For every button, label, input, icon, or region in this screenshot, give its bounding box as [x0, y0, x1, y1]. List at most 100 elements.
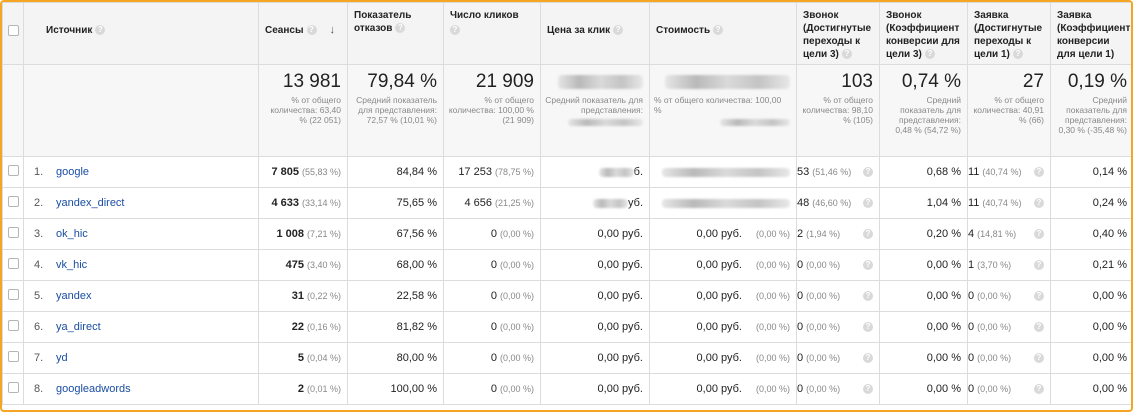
header-clicks[interactable]: Число кликов?: [443, 2, 541, 65]
help-icon[interactable]: ?: [95, 25, 106, 36]
req-pct: (40,74 %): [982, 167, 1022, 177]
bounce-value: 84,84 %: [396, 166, 437, 178]
help-icon[interactable]: ?: [863, 322, 873, 332]
help-icon[interactable]: ?: [450, 25, 460, 35]
row-checkbox[interactable]: [7, 351, 19, 362]
totals-cpc-redacted: [542, 66, 649, 94]
help-icon[interactable]: ?: [863, 229, 873, 239]
header-source[interactable]: Источник?: [23, 2, 259, 65]
row-checkbox[interactable]: [7, 227, 19, 238]
table-row[interactable]: 7. yd 5 (0,04 %) 80,00 % 0 (0,00 %) 0,00 руб. 0,…: [2, 342, 1131, 374]
help-icon[interactable]: ?: [924, 49, 935, 60]
row-checkbox[interactable]: [7, 165, 19, 176]
sessions-value: 7 805: [271, 166, 299, 178]
table-row[interactable]: 2. yandex_direct 4 633 (33,14 %) 75,65 % 4 65…: [2, 187, 1131, 219]
totals-cost-redacted-note: [651, 115, 796, 127]
source-link[interactable]: yandex: [56, 290, 92, 302]
help-icon[interactable]: ?: [863, 198, 873, 208]
row-source-cell: 2. yandex_direct: [23, 187, 259, 219]
row-sessions: 1 008 (7,21 %): [258, 218, 348, 250]
table-row[interactable]: 1. google 7 805 (55,83 %) 84,84 % 17 253 (78,7…: [2, 156, 1131, 188]
bounce-value: 81,82 %: [396, 321, 437, 333]
source-link[interactable]: googleadwords: [56, 383, 131, 395]
call-pct: (0,00 %): [806, 384, 841, 394]
table-row[interactable]: 6. ya_direct 22 (0,16 %) 81,82 % 0 (0,00 %) 0,0…: [2, 311, 1131, 343]
row-checkbox-cell: [2, 249, 24, 281]
help-icon[interactable]: ?: [863, 167, 873, 177]
header-call-conv[interactable]: Звонок (Коэффициент конверсии для цели 3…: [879, 2, 968, 65]
row-req-conv: 0,24 %: [1050, 187, 1131, 219]
row-cost: 0,00 руб. (0,00 %): [649, 373, 797, 405]
row-checkbox[interactable]: [7, 289, 19, 300]
req-conv-value: 0,14 %: [1092, 166, 1127, 178]
help-icon[interactable]: ?: [863, 291, 873, 301]
clicks-pct: (0,00 %): [499, 384, 534, 394]
header-call-goal[interactable]: Звонок (Достигнутые переходы к цели 3)?: [796, 2, 880, 65]
row-call-goal: 0 (0,00 %)?: [796, 311, 880, 343]
call-conv-value: 1,04 %: [926, 197, 961, 209]
sessions-pct: (0,04 %): [306, 353, 341, 363]
source-link[interactable]: yd: [56, 352, 68, 364]
source-link[interactable]: vk_hic: [56, 259, 88, 271]
help-icon[interactable]: ?: [713, 25, 724, 36]
help-icon[interactable]: ?: [1034, 229, 1044, 239]
row-number: 1.: [34, 166, 44, 178]
redacted-value: [720, 119, 790, 127]
row-checkbox[interactable]: [7, 258, 19, 269]
help-icon[interactable]: ?: [1034, 260, 1044, 270]
help-icon[interactable]: ?: [1012, 49, 1023, 60]
header-cost[interactable]: Стоимость?: [649, 2, 797, 65]
header-req-conv-label: Заявка (Коэффициент конверсии для цели 1…: [1057, 10, 1131, 60]
source-link[interactable]: ya_direct: [56, 321, 101, 333]
header-sessions[interactable]: Сеансы? ↓: [258, 2, 348, 65]
help-icon[interactable]: ?: [1034, 167, 1044, 177]
header-req-conv[interactable]: Заявка (Коэффициент конверсии для цели 1…: [1050, 2, 1131, 65]
table-row[interactable]: 4. vk_hic 475 (3,40 %) 68,00 % 0 (0,00 %) 0,00 …: [2, 249, 1131, 281]
call-value: 48: [797, 197, 810, 209]
req-value: 11: [968, 197, 980, 209]
help-icon[interactable]: ?: [1034, 353, 1044, 363]
row-checkbox[interactable]: [7, 320, 19, 331]
totals-bounce: 79,84 % Средний показатель для представле…: [347, 64, 444, 157]
select-all-checkbox[interactable]: [7, 25, 19, 36]
header-req-goal[interactable]: Заявка (Достигнутые переходы к цели 1)?: [967, 2, 1051, 65]
row-req-goal: 0 (0,00 %)?: [967, 342, 1051, 374]
row-number: 3.: [34, 228, 44, 240]
help-icon[interactable]: ?: [863, 353, 873, 363]
row-checkbox[interactable]: [7, 382, 19, 393]
source-link[interactable]: google: [56, 166, 90, 178]
help-icon[interactable]: ?: [395, 23, 406, 34]
header-bounce[interactable]: Показатель отказов?: [347, 2, 444, 65]
help-icon[interactable]: ?: [613, 25, 624, 36]
bounce-value: 22,58 %: [396, 290, 437, 302]
table-row[interactable]: 8. googleadwords 2 (0,01 %) 100,00 % 0 (0,00 %…: [2, 373, 1131, 405]
call-conv-value: 0,00 %: [926, 352, 961, 364]
help-icon[interactable]: ?: [841, 49, 852, 60]
clicks-pct: (0,00 %): [499, 291, 534, 301]
call-value-group: 0 (0,00 %): [798, 383, 841, 395]
clicks-value: 0: [490, 228, 497, 240]
source-link[interactable]: yandex_direct: [56, 197, 125, 209]
cpc-value: 0,00 руб.: [597, 321, 643, 333]
cost-pct: (0,00 %): [755, 384, 790, 394]
help-icon[interactable]: ?: [863, 384, 873, 394]
req-conv-value: 0,21 %: [1092, 259, 1127, 271]
call-value-group: 0 (0,00 %): [798, 352, 841, 364]
help-icon[interactable]: ?: [306, 25, 317, 36]
help-icon[interactable]: ?: [1034, 384, 1044, 394]
help-icon[interactable]: ?: [1034, 291, 1044, 301]
source-link[interactable]: ok_hic: [56, 228, 88, 240]
row-number: 7.: [34, 352, 44, 364]
help-icon[interactable]: ?: [1034, 322, 1044, 332]
table-row[interactable]: 3. ok_hic 1 008 (7,21 %) 67,56 % 0 (0,00 %) 0,0…: [2, 218, 1131, 250]
help-icon[interactable]: ?: [863, 260, 873, 270]
row-checkbox[interactable]: [7, 196, 19, 207]
call-conv-value: 0,68 %: [926, 166, 961, 178]
header-cpc[interactable]: Цена за клик?: [540, 2, 650, 65]
table-row[interactable]: 5. yandex 31 (0,22 %) 22,58 % 0 (0,00 %) 0,00 р…: [2, 280, 1131, 312]
sort-desc-icon[interactable]: ↓: [329, 24, 336, 36]
cost-value: 0,00 руб.: [696, 290, 742, 302]
call-value: 0: [797, 259, 804, 271]
row-call-goal: 0 (0,00 %)?: [796, 373, 880, 405]
help-icon[interactable]: ?: [1034, 198, 1044, 208]
